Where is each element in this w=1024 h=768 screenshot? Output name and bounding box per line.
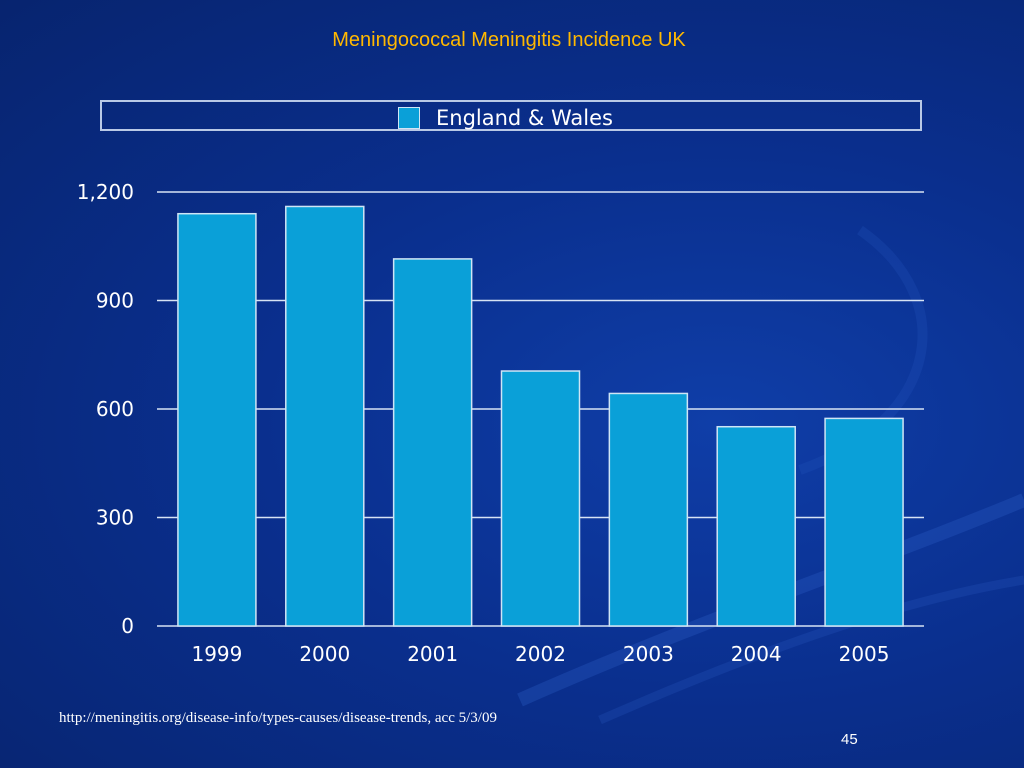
x-tick-label: 1999 (191, 642, 242, 666)
source-citation: http://meningitis.org/disease-info/types… (59, 710, 497, 726)
x-tick-label: 2003 (623, 642, 674, 666)
legend-entry: England & Wales (398, 106, 613, 130)
chart-legend: England & Wales (100, 100, 922, 131)
x-tick-label: 2004 (731, 642, 782, 666)
bar (824, 417, 904, 627)
bar (392, 258, 473, 627)
bar (177, 212, 257, 627)
legend-label: England & Wales (436, 106, 613, 130)
bar (285, 205, 365, 627)
bar (608, 392, 689, 627)
page-number: 45 (841, 731, 858, 748)
x-tick-label: 2002 (515, 642, 566, 666)
slide-title: Meningococcal Meningitis Incidence UK (332, 29, 686, 51)
bar (716, 425, 796, 627)
y-tick-label: 600 (96, 397, 134, 421)
x-tick-label: 2005 (839, 642, 890, 666)
bar (500, 370, 581, 627)
legend-swatch (398, 107, 420, 129)
y-tick-label: 900 (96, 289, 134, 313)
x-tick-label: 2001 (407, 642, 458, 666)
y-tick-label: 300 (96, 506, 134, 530)
x-tick-label: 2000 (299, 642, 350, 666)
y-tick-label: 0 (121, 614, 134, 638)
y-tick-label: 1,200 (77, 180, 134, 204)
